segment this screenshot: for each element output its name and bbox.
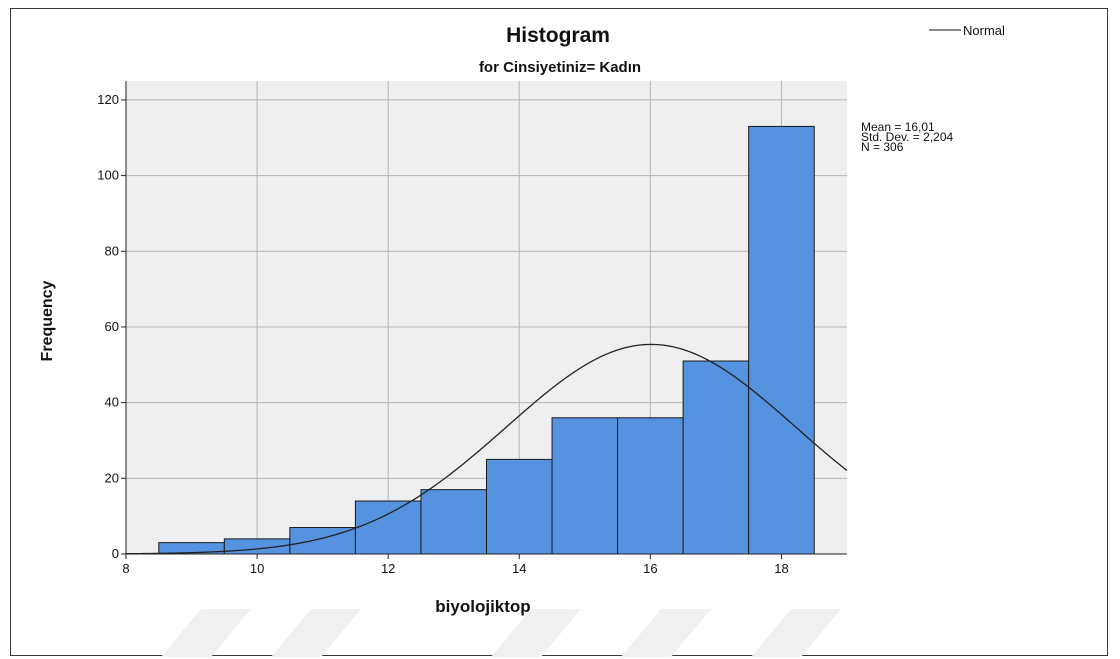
y-tick-label: 120 [97, 92, 119, 107]
chart-title: Histogram [506, 24, 610, 47]
legend: Normal [929, 23, 1005, 38]
y-tick-label: 40 [105, 395, 119, 410]
histogram-bar [354, 500, 422, 555]
y-tick-label: 80 [105, 243, 119, 258]
y-axis-label: Frequency [39, 280, 56, 361]
stats-box: Mean = 16,01 Std. Dev. = 2,204 N = 306 [861, 120, 953, 154]
stat-n: N = 306 [861, 140, 904, 154]
histogram-bar [748, 125, 815, 555]
stat-std-dev: Std. Dev. = 2,204 [861, 130, 953, 144]
chart-frame: Histogram for Cinsiyetiniz= Kadın 8 10 12 1… [10, 8, 1108, 657]
x-tick-label: 8 [122, 561, 129, 576]
x-tick-label: 10 [250, 561, 264, 576]
x-tick-label: 18 [774, 561, 788, 576]
normal-curve [125, 343, 848, 555]
histogram-bar [420, 489, 488, 555]
x-tick-label: 14 [512, 561, 526, 576]
axes [125, 81, 847, 555]
y-tick-label: 100 [97, 168, 119, 183]
histogram-bar [617, 417, 684, 555]
histogram-bar [486, 458, 553, 555]
x-axis-label: biyolojiktop [435, 597, 530, 616]
legend-label: Normal [963, 23, 1005, 38]
histogram-bar [682, 360, 750, 555]
x-tick-label: 16 [643, 561, 657, 576]
grid-lines [126, 81, 847, 554]
y-tick-label: 20 [105, 470, 119, 485]
y-tick-label: 60 [105, 319, 119, 334]
y-tick-label: 0 [112, 546, 119, 561]
watermark-stripes [161, 609, 841, 657]
x-tick-label: 12 [381, 561, 395, 576]
chart-subtitle: for Cinsiyetiniz= Kadın [479, 59, 641, 76]
stat-mean: Mean = 16,01 [861, 120, 935, 134]
tick-labels: 8 10 12 14 16 18 0 20 40 60 80 100 120 [97, 92, 788, 576]
histogram-chart: Histogram for Cinsiyetiniz= Kadın 8 10 12 1… [39, 23, 1005, 657]
histogram-bar [551, 417, 619, 555]
